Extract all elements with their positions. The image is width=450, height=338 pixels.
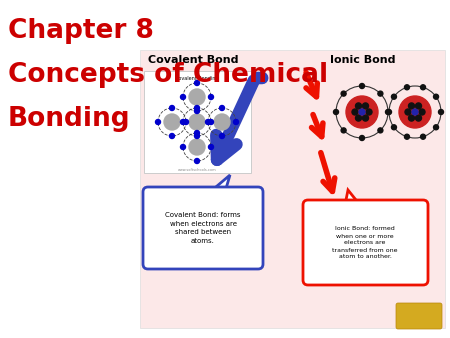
Circle shape: [405, 109, 411, 115]
Text: Covalent Bonding: Covalent Bonding: [175, 76, 219, 81]
Circle shape: [189, 139, 205, 155]
Text: Ionic Bond: Ionic Bond: [330, 55, 396, 65]
Circle shape: [433, 94, 439, 99]
Circle shape: [405, 85, 410, 90]
Circle shape: [180, 120, 185, 124]
Circle shape: [341, 128, 346, 133]
Circle shape: [208, 120, 213, 124]
Circle shape: [352, 109, 358, 115]
Circle shape: [194, 134, 199, 139]
Circle shape: [156, 120, 161, 124]
Circle shape: [405, 134, 410, 139]
Polygon shape: [210, 175, 230, 192]
Circle shape: [194, 80, 199, 86]
Circle shape: [359, 109, 365, 115]
Circle shape: [399, 96, 431, 128]
Circle shape: [220, 134, 225, 139]
Text: Bonding: Bonding: [8, 106, 130, 132]
FancyBboxPatch shape: [396, 303, 442, 329]
FancyBboxPatch shape: [143, 187, 263, 269]
Circle shape: [194, 130, 199, 136]
Text: Chapter 8: Chapter 8: [8, 18, 154, 44]
Circle shape: [208, 95, 213, 99]
Circle shape: [360, 136, 364, 141]
Circle shape: [438, 110, 444, 115]
Circle shape: [392, 125, 396, 130]
Polygon shape: [345, 190, 360, 205]
Circle shape: [412, 109, 418, 115]
Circle shape: [421, 85, 426, 90]
FancyBboxPatch shape: [303, 200, 428, 285]
Circle shape: [164, 114, 180, 130]
Circle shape: [366, 109, 372, 115]
Circle shape: [363, 115, 369, 121]
Circle shape: [356, 115, 361, 121]
Circle shape: [170, 105, 175, 111]
Circle shape: [341, 91, 346, 96]
Circle shape: [194, 159, 199, 164]
Circle shape: [189, 89, 205, 105]
Circle shape: [387, 110, 392, 115]
Circle shape: [378, 91, 383, 96]
Circle shape: [180, 95, 185, 99]
Circle shape: [234, 120, 239, 124]
Circle shape: [363, 103, 369, 109]
Circle shape: [194, 108, 199, 114]
Circle shape: [189, 114, 205, 130]
Text: Ionic Bond: formed
when one or more
electrons are
transferred from one
atom to a: Ionic Bond: formed when one or more elec…: [332, 226, 398, 260]
Text: Covalent Bond: forms
when electrons are
shared between
atoms.: Covalent Bond: forms when electrons are …: [165, 212, 241, 244]
Text: www.softschools.com: www.softschools.com: [178, 168, 216, 172]
Circle shape: [194, 105, 199, 111]
Circle shape: [180, 145, 185, 149]
Circle shape: [220, 105, 225, 111]
Circle shape: [346, 96, 378, 128]
Circle shape: [184, 120, 189, 124]
Circle shape: [415, 103, 422, 109]
Circle shape: [386, 110, 391, 115]
Circle shape: [421, 134, 426, 139]
Circle shape: [409, 115, 414, 121]
Circle shape: [206, 120, 211, 124]
Circle shape: [433, 125, 439, 130]
Circle shape: [378, 128, 383, 133]
Circle shape: [360, 83, 364, 89]
Circle shape: [208, 145, 213, 149]
Circle shape: [415, 115, 422, 121]
Circle shape: [392, 94, 396, 99]
Text: Covalent Bond: Covalent Bond: [148, 55, 238, 65]
FancyBboxPatch shape: [140, 50, 445, 328]
Circle shape: [409, 103, 414, 109]
Circle shape: [214, 114, 230, 130]
Circle shape: [170, 134, 175, 139]
Circle shape: [356, 103, 361, 109]
Text: Concepts of Chemical: Concepts of Chemical: [8, 62, 328, 88]
FancyBboxPatch shape: [144, 71, 251, 173]
Circle shape: [333, 110, 338, 115]
Circle shape: [419, 109, 425, 115]
